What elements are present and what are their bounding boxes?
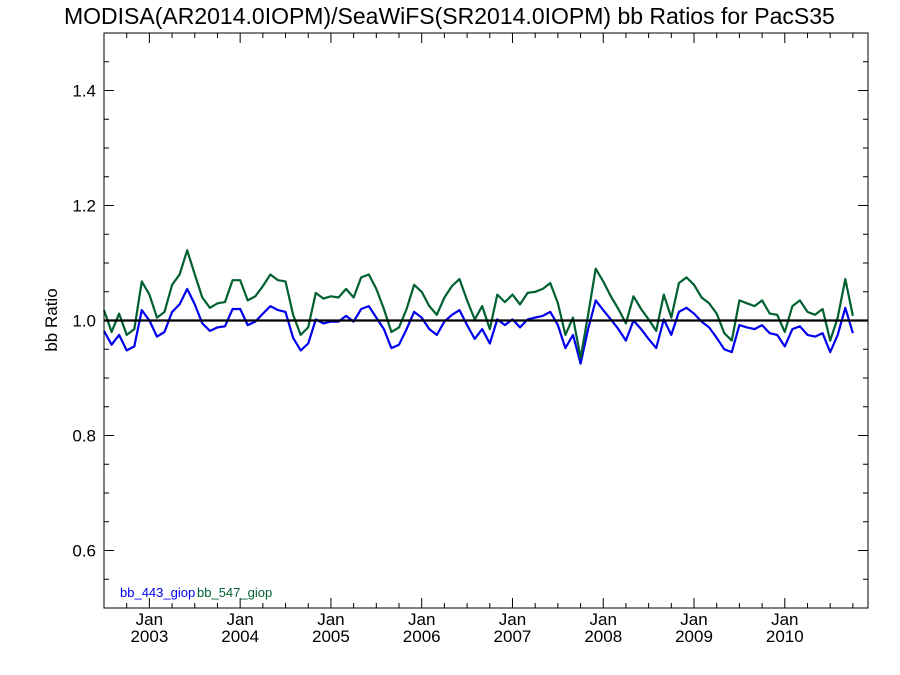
x-tick-label-month: Jan [680, 610, 707, 629]
x-tick-label-year: 2003 [130, 627, 168, 646]
x-tick-label-year: 2010 [766, 627, 804, 646]
plot-frame [103, 32, 869, 609]
y-tick-label: 1.4 [72, 82, 96, 101]
axes: 0.60.81.01.21.4Jan2003Jan2004Jan2005Jan2… [72, 33, 868, 646]
x-tick-label-year: 2004 [221, 627, 259, 646]
y-tick-label: 1.0 [72, 312, 96, 331]
y-tick-label: 0.6 [72, 542, 96, 561]
x-tick-label-year: 2005 [312, 627, 350, 646]
x-tick-label-month: Jan [317, 610, 344, 629]
legend: bb_443_giop bb_547_giop [120, 585, 272, 600]
chart-title: MODISA(AR2014.0IOPM)/SeaWiFS(SR2014.0IOP… [64, 3, 835, 29]
x-tick-label-month: Jan [408, 610, 435, 629]
legend-label-bb_443_giop: bb_443_giop [120, 585, 195, 600]
series-lines [102, 249, 868, 365]
x-tick-label-year: 2009 [675, 627, 713, 646]
series-line-bb_443_giop [103, 287, 854, 365]
x-tick-label-month: Jan [499, 610, 526, 629]
y-tick-label: 0.8 [72, 427, 96, 446]
x-tick-label-year: 2007 [494, 627, 532, 646]
y-tick-label: 1.2 [72, 197, 96, 216]
x-tick-label-month: Jan [590, 610, 617, 629]
x-tick-label-month: Jan [226, 610, 253, 629]
series-line-bb_547_giop [102, 249, 854, 359]
legend-label-bb_547_giop: bb_547_giop [197, 585, 272, 600]
x-tick-label-month: Jan [771, 610, 798, 629]
x-tick-label-year: 2008 [584, 627, 622, 646]
x-tick-label-year: 2006 [403, 627, 441, 646]
y-axis-label: bb Ratio [42, 288, 61, 351]
x-tick-label-month: Jan [136, 610, 163, 629]
